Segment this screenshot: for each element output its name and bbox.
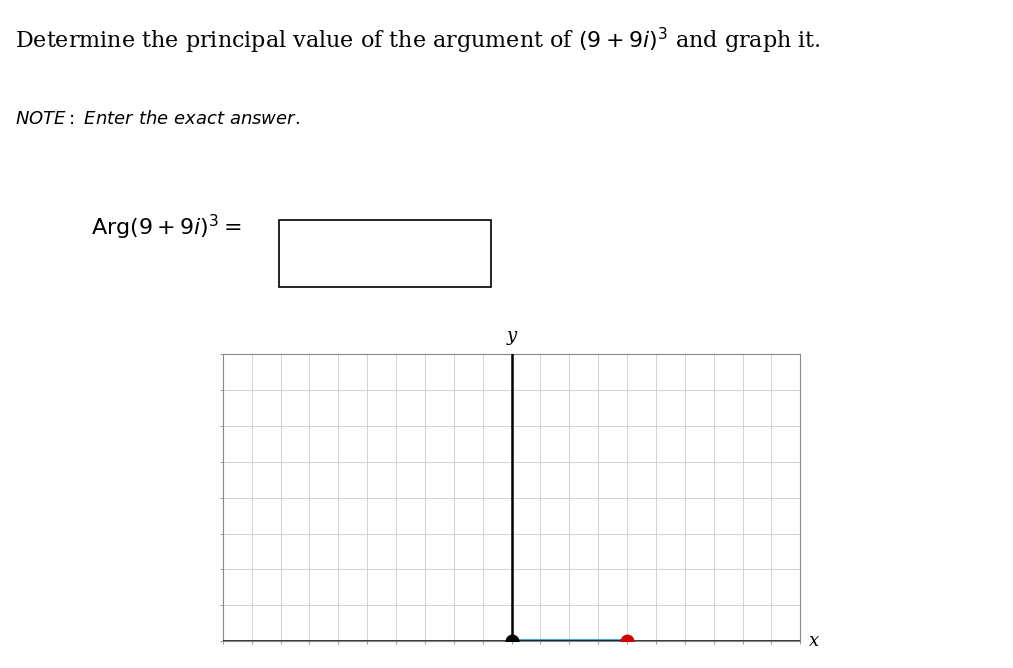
Text: $\mathit{NOTE{:}\ Enter\ the\ exact\ answer.}$: $\mathit{NOTE{:}\ Enter\ the\ exact\ ans… [15, 110, 300, 128]
Text: x: x [809, 633, 820, 650]
Text: Determine the principal value of the argument of $(9 + 9i)^3$ and graph it.: Determine the principal value of the arg… [15, 25, 822, 56]
FancyBboxPatch shape [279, 220, 491, 287]
Text: $\mathrm{Arg}(9 + 9i)^3 =$: $\mathrm{Arg}(9 + 9i)^3 =$ [91, 213, 242, 242]
Text: y: y [506, 327, 517, 345]
